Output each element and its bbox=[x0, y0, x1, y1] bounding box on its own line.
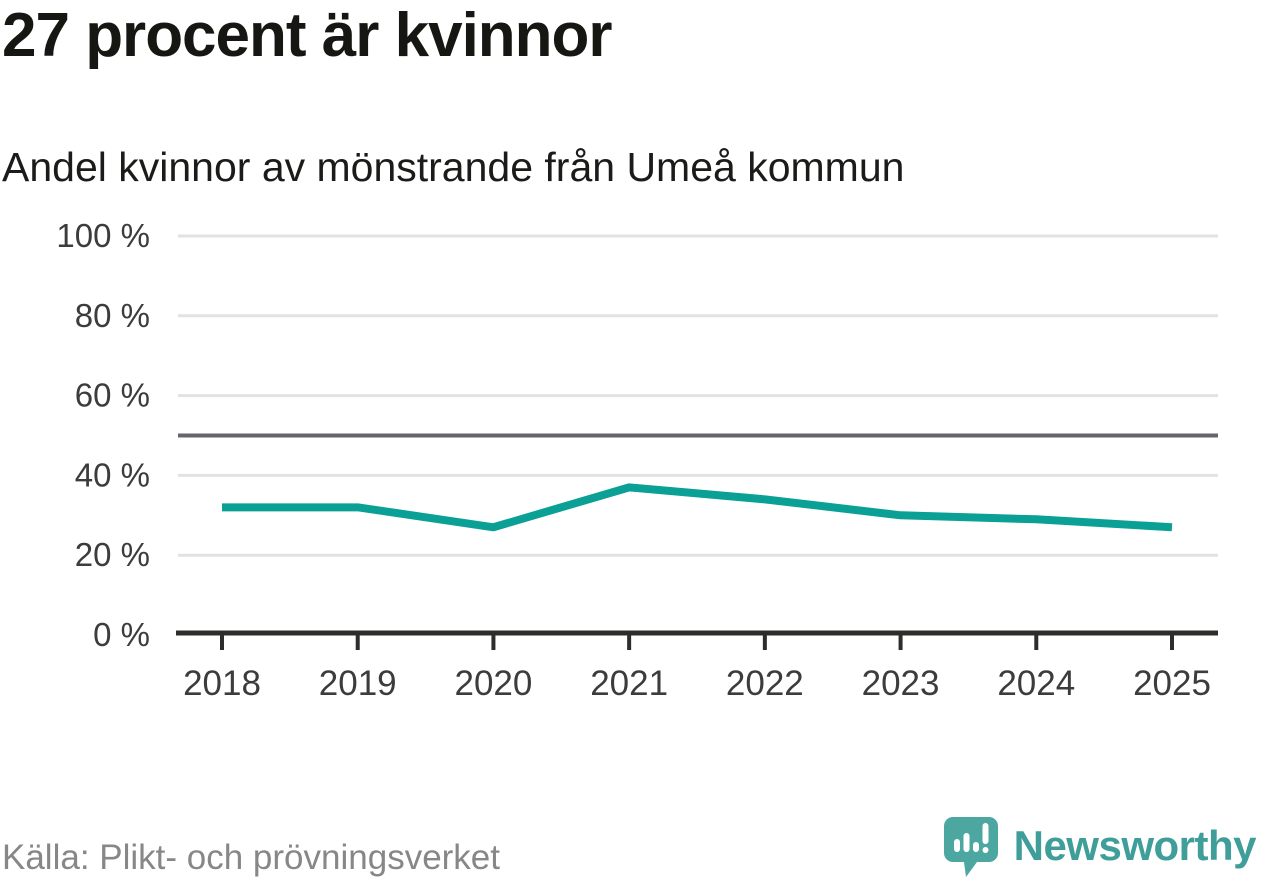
y-tick-label: 20 % bbox=[75, 536, 150, 573]
x-tick-label: 2019 bbox=[319, 664, 397, 703]
y-tick-label: 40 % bbox=[75, 456, 150, 493]
source-note: Källa: Plikt- och prövningsverket bbox=[2, 838, 500, 877]
data-line-series bbox=[222, 483, 1173, 532]
chart-title: 27 procent är kvinnor bbox=[2, 1, 613, 70]
chart-subtitle: Andel kvinnor av mönstrande från Umeå ko… bbox=[2, 144, 905, 190]
y-tick-label: 0 % bbox=[93, 616, 150, 653]
y-tick-label: 60 % bbox=[75, 377, 150, 414]
x-tick-label: 2018 bbox=[183, 664, 261, 703]
newsworthy-bubble-chart-icon bbox=[943, 816, 1001, 879]
x-tick-label: 2021 bbox=[590, 664, 668, 703]
x-tick-label: 2020 bbox=[454, 664, 532, 703]
y-tick-label: 80 % bbox=[75, 297, 150, 334]
x-tick-label: 2022 bbox=[726, 664, 804, 703]
y-tick-label: 100 % bbox=[56, 217, 150, 254]
x-tick-label: 2024 bbox=[997, 664, 1075, 703]
x-tick-label: 2023 bbox=[862, 664, 940, 703]
brand-wordmark: Newsworthy bbox=[1013, 822, 1257, 869]
x-tick-label: 2025 bbox=[1133, 664, 1211, 703]
brand-logo: Newsworthy bbox=[943, 816, 1257, 879]
